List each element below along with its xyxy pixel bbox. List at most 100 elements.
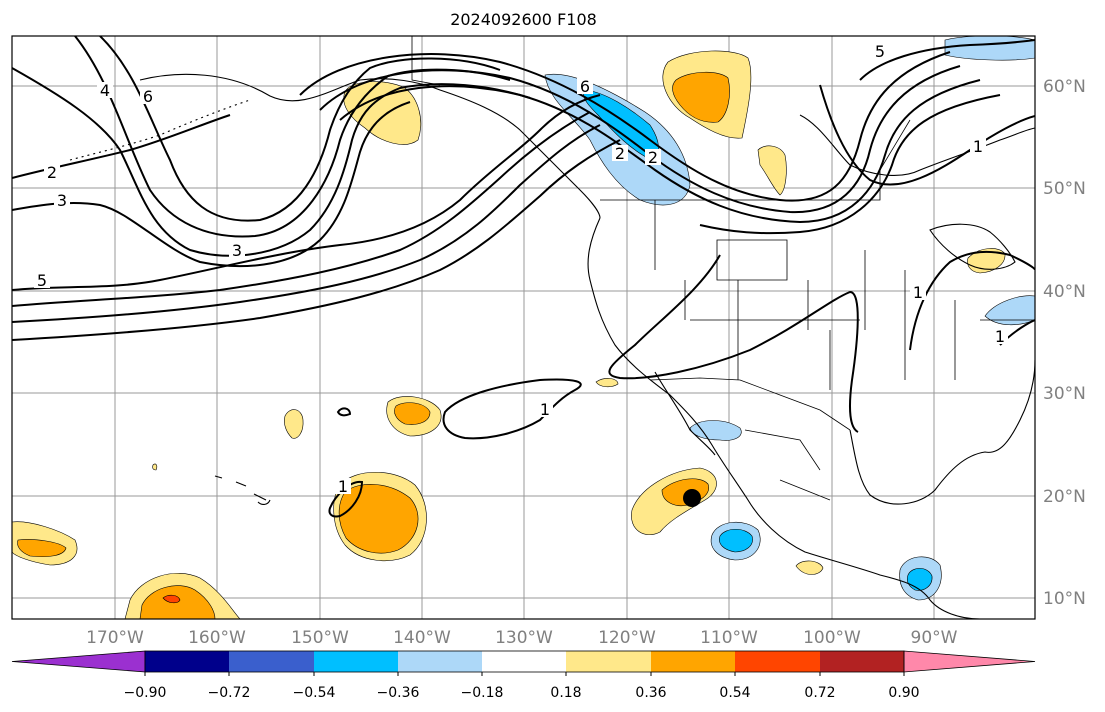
border-states — [654, 200, 1035, 390]
longitude-label: 130°W — [495, 628, 553, 648]
contour-label: 2 — [615, 144, 625, 163]
colorbar-tick-label: −0.36 — [377, 685, 420, 701]
contour-label-halo — [229, 242, 245, 258]
colorbar — [11, 650, 1036, 673]
colorbar-segment — [229, 651, 314, 672]
longitude-labels: 170°W 160°W 150°W 140°W 130°W 120°W 110°W 100°W… — [86, 628, 958, 648]
contour-label: 5 — [875, 42, 885, 61]
contour-pacific-1 — [442, 378, 582, 440]
contour-label: 3 — [57, 191, 67, 210]
longitude-label: 150°W — [291, 628, 349, 648]
colorbar-segment — [820, 651, 904, 672]
longitude-label: 90°W — [911, 628, 958, 648]
coast-gulf — [849, 359, 1035, 505]
border-us-mexico — [649, 377, 851, 431]
contour-northeast — [859, 39, 1035, 81]
shade-ne-lightblue — [944, 36, 1035, 61]
shade-mexico-yellow-small — [795, 560, 824, 575]
contour-label: 1 — [540, 400, 550, 419]
longitude-label: 140°W — [393, 628, 451, 648]
longitude-label: 100°W — [803, 628, 861, 648]
contour-bc-b — [319, 65, 961, 214]
border-alaska-canada — [411, 36, 441, 86]
shade-goc-lightblue — [689, 420, 742, 441]
contour-label-halo — [992, 328, 1008, 344]
contour-label-halo — [612, 145, 628, 161]
latitude-label: 30°N — [1043, 384, 1086, 404]
political-borders — [411, 36, 1035, 501]
storm-center-dot — [683, 489, 701, 507]
contour-label-halo — [34, 272, 50, 288]
colorbar-tick-label: 0.90 — [888, 685, 919, 701]
colorbar-segment — [314, 651, 398, 672]
contour-label: 1 — [913, 283, 923, 302]
contour-label: 3 — [232, 241, 242, 260]
longitude-label: 120°W — [598, 628, 656, 648]
colorbar-tick-label: −0.72 — [208, 685, 251, 701]
contour-label: 6 — [580, 77, 590, 96]
coast-canada-east — [799, 114, 1035, 176]
latitude-label: 20°N — [1043, 487, 1086, 507]
colorbar-segment — [651, 651, 735, 672]
contour-label-halo — [910, 284, 926, 300]
shaded-anomalies — [12, 36, 1035, 619]
shade-pacific-orange-2 — [394, 402, 431, 425]
shade-hawaii-orange — [338, 483, 419, 554]
shade-mexico-blue — [719, 528, 753, 553]
shade-eastcoast-blue — [984, 295, 1035, 326]
contour-zonal-2 — [12, 111, 591, 307]
contour-label-halo — [44, 164, 60, 180]
colorbar-tick-label: 0.72 — [804, 685, 835, 701]
contour-label-halo — [335, 478, 351, 494]
contour-label-halo — [577, 78, 593, 94]
contour-label: 1 — [995, 327, 1005, 346]
longitude-label: 170°W — [86, 628, 144, 648]
contour-zonal-4 — [12, 139, 621, 341]
contour-label-halo — [970, 138, 986, 154]
coast-west-na — [587, 217, 981, 619]
colorbar-outline — [144, 650, 905, 673]
contour-west-4 — [12, 67, 531, 257]
colorbar-tick-label: −0.18 — [461, 685, 504, 701]
colorbar-extend-max — [903, 650, 1036, 673]
contour-label-halo — [872, 43, 888, 59]
latitude-label: 60°N — [1043, 77, 1086, 97]
border-us-canada — [600, 119, 911, 201]
contour-label: 4 — [100, 81, 110, 100]
shade-pacific-yellow-1 — [284, 409, 304, 439]
colorbar-segment — [735, 651, 820, 672]
colorbar-segment — [145, 651, 229, 672]
contour-west-6 — [99, 36, 501, 222]
shade-greatlakes-yellow — [967, 248, 1006, 274]
latitude-label: 10°N — [1043, 589, 1086, 609]
contour-bc-a — [299, 51, 951, 202]
shade-small-yellow-north — [757, 145, 787, 196]
shade-south-red — [162, 594, 181, 604]
contour-label: 2 — [648, 148, 658, 167]
shade-west-orange — [17, 539, 67, 558]
longitude-label: 160°W — [188, 628, 246, 648]
contour-zonal-3 — [12, 124, 601, 323]
shade-yukon-orange — [672, 71, 730, 123]
contour-label: 5 — [37, 271, 47, 290]
border-mexico-states — [744, 429, 831, 501]
map-frame — [11, 35, 1036, 620]
longitude-label: 110°W — [700, 628, 758, 648]
map-title: 2024092600 F108 — [450, 10, 597, 29]
colorbar-segment — [398, 651, 482, 672]
contour-islet — [336, 407, 352, 417]
contour-label-halo — [140, 88, 156, 104]
colorbar-segment — [566, 651, 651, 672]
colorbar-tick-label: 0.18 — [550, 685, 581, 701]
colorbar-tick-label: −0.54 — [293, 685, 336, 701]
contour-east-1 — [909, 250, 1035, 351]
contour-bc-c — [339, 79, 981, 224]
colorbar-segment — [482, 651, 566, 672]
contour-west-coast-1 — [608, 254, 859, 433]
contour-label-halo — [645, 149, 661, 165]
colorbar-tick-labels: −0.90 −0.72 −0.54 −0.36 −0.18 0.18 0.36 0.54 0.7… — [124, 672, 920, 701]
colorbar-tick-label: 0.54 — [719, 685, 750, 701]
contour-label: 1 — [338, 477, 348, 496]
